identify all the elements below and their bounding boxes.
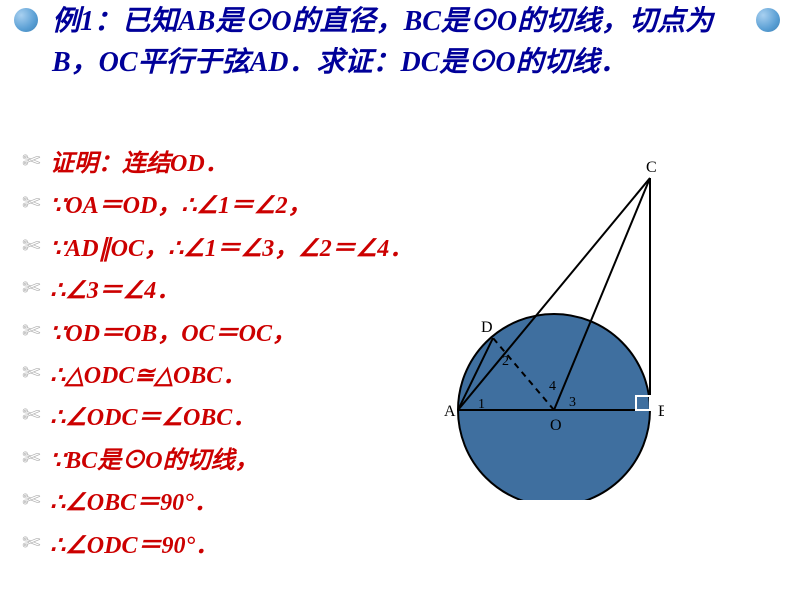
corner-decoration-right: [756, 8, 780, 32]
scissors-icon: ✄: [22, 233, 46, 259]
proof-text: ∵BC是⊙O的切线，: [50, 445, 259, 477]
proof-text: ∵AD∥OC，∴∠1＝∠3，∠2＝∠4．: [50, 233, 413, 265]
proof-line: ✄∴△ODC≅△OBC．: [22, 360, 487, 392]
proof-line: ✄∴∠ODC＝90°．: [22, 530, 487, 562]
scissors-icon: ✄: [22, 318, 46, 344]
svg-text:3: 3: [569, 395, 576, 410]
svg-text:A: A: [444, 403, 456, 420]
proof-line: ✄证明：连结OD．: [22, 148, 487, 180]
geometry-figure: A B O D C 1 2 34: [444, 160, 664, 500]
corner-decoration-left: [14, 8, 38, 32]
proof-line: ✄∴∠3＝∠4．: [22, 275, 487, 307]
proof-text: ∵OD＝OB，OC＝OC，: [50, 318, 296, 350]
proof-line: ✄∵AD∥OC，∴∠1＝∠3，∠2＝∠4．: [22, 233, 487, 265]
svg-text:2: 2: [502, 354, 509, 369]
proof-line: ✄∴∠OBC＝90°．: [22, 487, 487, 519]
problem-statement: 例1：已知AB是⊙O的直径，BC是⊙O的切线，切点为B，OC平行于弦AD．求证：…: [52, 2, 732, 83]
svg-text:1: 1: [478, 397, 485, 412]
proof-block: ✄证明：连结OD．✄∵OA＝OD，∴∠1＝∠2，✄∵AD∥OC，∴∠1＝∠3，∠…: [22, 148, 487, 572]
scissors-icon: ✄: [22, 360, 46, 386]
svg-text:B: B: [658, 403, 664, 420]
scissors-icon: ✄: [22, 148, 46, 174]
scissors-icon: ✄: [22, 445, 46, 471]
svg-text:O: O: [550, 417, 562, 434]
proof-line: ✄∵OA＝OD，∴∠1＝∠2，: [22, 190, 487, 222]
proof-line: ✄∵BC是⊙O的切线，: [22, 445, 487, 477]
svg-text:4: 4: [549, 379, 556, 394]
proof-text: ∴∠3＝∠4．: [50, 275, 180, 307]
proof-text: ∴∠ODC＝90°．: [50, 530, 219, 562]
proof-line: ✄∴∠ODC＝∠OBC．: [22, 402, 487, 434]
svg-text:D: D: [481, 319, 493, 336]
scissors-icon: ✄: [22, 530, 46, 556]
scissors-icon: ✄: [22, 487, 46, 513]
proof-text: ∵OA＝OD，∴∠1＝∠2，: [50, 190, 312, 222]
proof-text: 证明：连结OD．: [50, 148, 229, 180]
proof-line: ✄∵OD＝OB，OC＝OC，: [22, 318, 487, 350]
proof-text: ∴∠ODC＝∠OBC．: [50, 402, 256, 434]
svg-text:C: C: [646, 160, 657, 176]
proof-text: ∴∠OBC＝90°．: [50, 487, 218, 519]
scissors-icon: ✄: [22, 190, 46, 216]
scissors-icon: ✄: [22, 402, 46, 428]
proof-text: ∴△ODC≅△OBC．: [50, 360, 246, 392]
scissors-icon: ✄: [22, 275, 46, 301]
